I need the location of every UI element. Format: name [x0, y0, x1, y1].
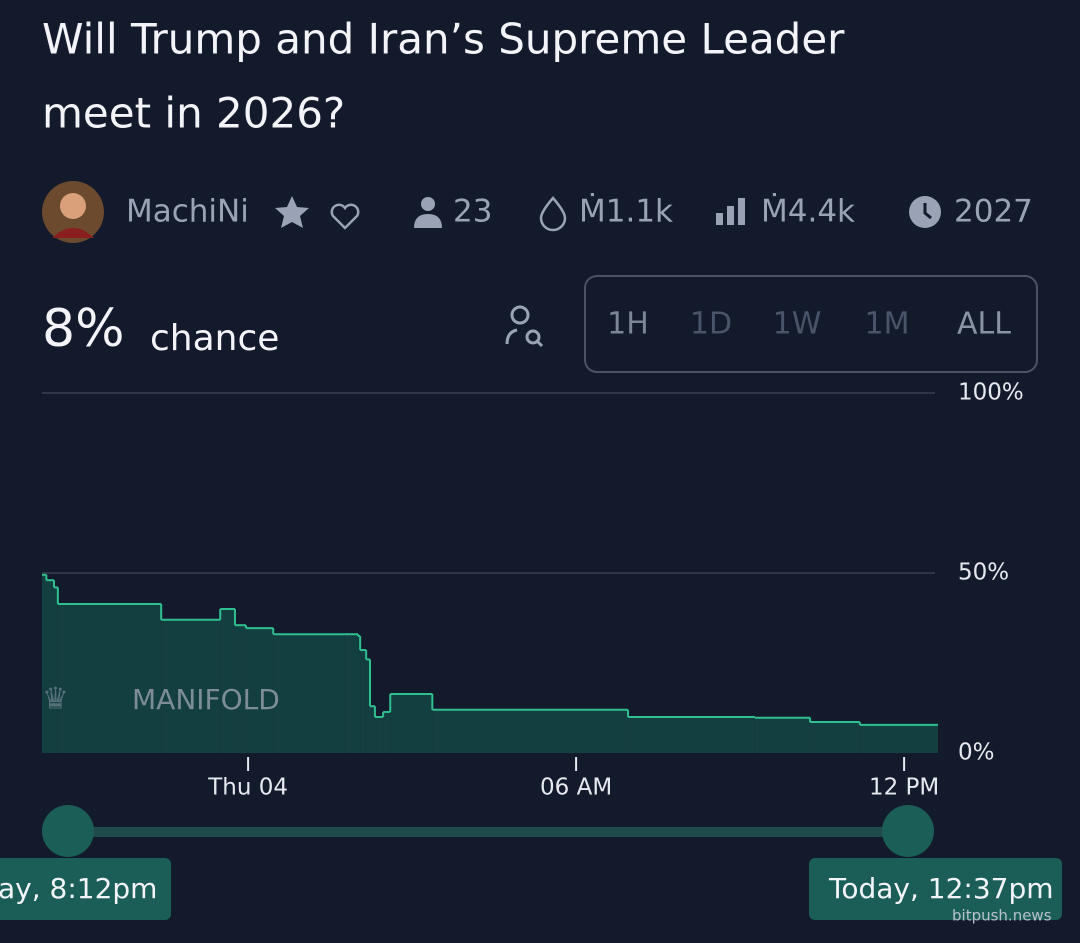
probability-value: 8% [42, 299, 125, 359]
range-handle[interactable] [882, 805, 934, 857]
area-segment [360, 650, 367, 753]
area-segment [161, 619, 221, 753]
watermark-logo: ♛ [42, 682, 69, 717]
probability-label: chance [150, 318, 279, 359]
liquidity-icon [539, 196, 567, 232]
area-segment [57, 603, 162, 753]
area-segment [245, 628, 274, 753]
watermark: MANIFOLD [132, 683, 280, 716]
area-segment [370, 706, 375, 753]
area-segment [344, 634, 358, 753]
x-tick-label: 06 AM [540, 775, 612, 801]
y-tick-label: 0% [958, 740, 995, 766]
timeframe-button[interactable]: ALL [957, 307, 1011, 342]
timeframe-button[interactable]: 1M [865, 307, 910, 342]
close-icon-hands [923, 203, 932, 220]
close-date: 2027 [954, 194, 1033, 230]
avatar-face [60, 193, 86, 219]
avatar[interactable] [42, 181, 104, 243]
avatar-body [52, 228, 94, 238]
title-line: Will Trump and Iran’s Supreme Leader [42, 15, 845, 64]
area-segment [383, 711, 391, 753]
creator-name[interactable]: MachiNi [126, 194, 249, 230]
star-icon[interactable] [275, 196, 309, 228]
area-segment [357, 636, 361, 753]
area-segment [42, 574, 47, 753]
area-segment [374, 717, 384, 753]
heart-icon[interactable] [330, 203, 360, 230]
range-start: ay, 8:12pm [0, 872, 157, 905]
area-segment [366, 659, 371, 753]
timeframe-group [584, 275, 1038, 373]
range-handle[interactable] [42, 805, 94, 857]
volume-icon [716, 198, 745, 225]
area-segment [234, 625, 246, 753]
area-segment [432, 709, 629, 753]
area-segment [810, 722, 860, 753]
title-line: meet in 2026? [42, 89, 345, 138]
area-segment [273, 634, 345, 753]
range-end-box [809, 858, 1062, 920]
area-segment [390, 693, 433, 753]
area-segment [220, 609, 235, 753]
source-watermark: bitpush.news [952, 907, 1052, 925]
timeframe-button[interactable]: 1D [690, 307, 732, 342]
y-tick-label: 50% [958, 560, 1009, 586]
area-segment [628, 717, 755, 753]
volume: Ṁ4.4k [761, 194, 855, 230]
range-end: Today, 12:37pm [828, 872, 1054, 905]
area-segment [754, 717, 811, 753]
x-tick-label: 12 PM [869, 775, 939, 801]
area-segment [859, 724, 938, 753]
timeframe-button[interactable]: 1W [773, 307, 822, 342]
user-search-icon[interactable] [505, 305, 544, 348]
traders-count: 23 [453, 194, 492, 230]
area-segment [46, 580, 55, 753]
liquidity: Ṁ1.1k [579, 194, 673, 230]
timeframe-button[interactable]: 1H [607, 307, 649, 342]
traders-icon [414, 214, 442, 228]
range-start-box [0, 858, 171, 920]
traders-icon [421, 197, 435, 211]
x-tick-label: Thu 04 [207, 775, 288, 801]
y-tick-label: 100% [958, 380, 1024, 406]
range-track [68, 827, 908, 837]
area-segment [54, 587, 58, 753]
